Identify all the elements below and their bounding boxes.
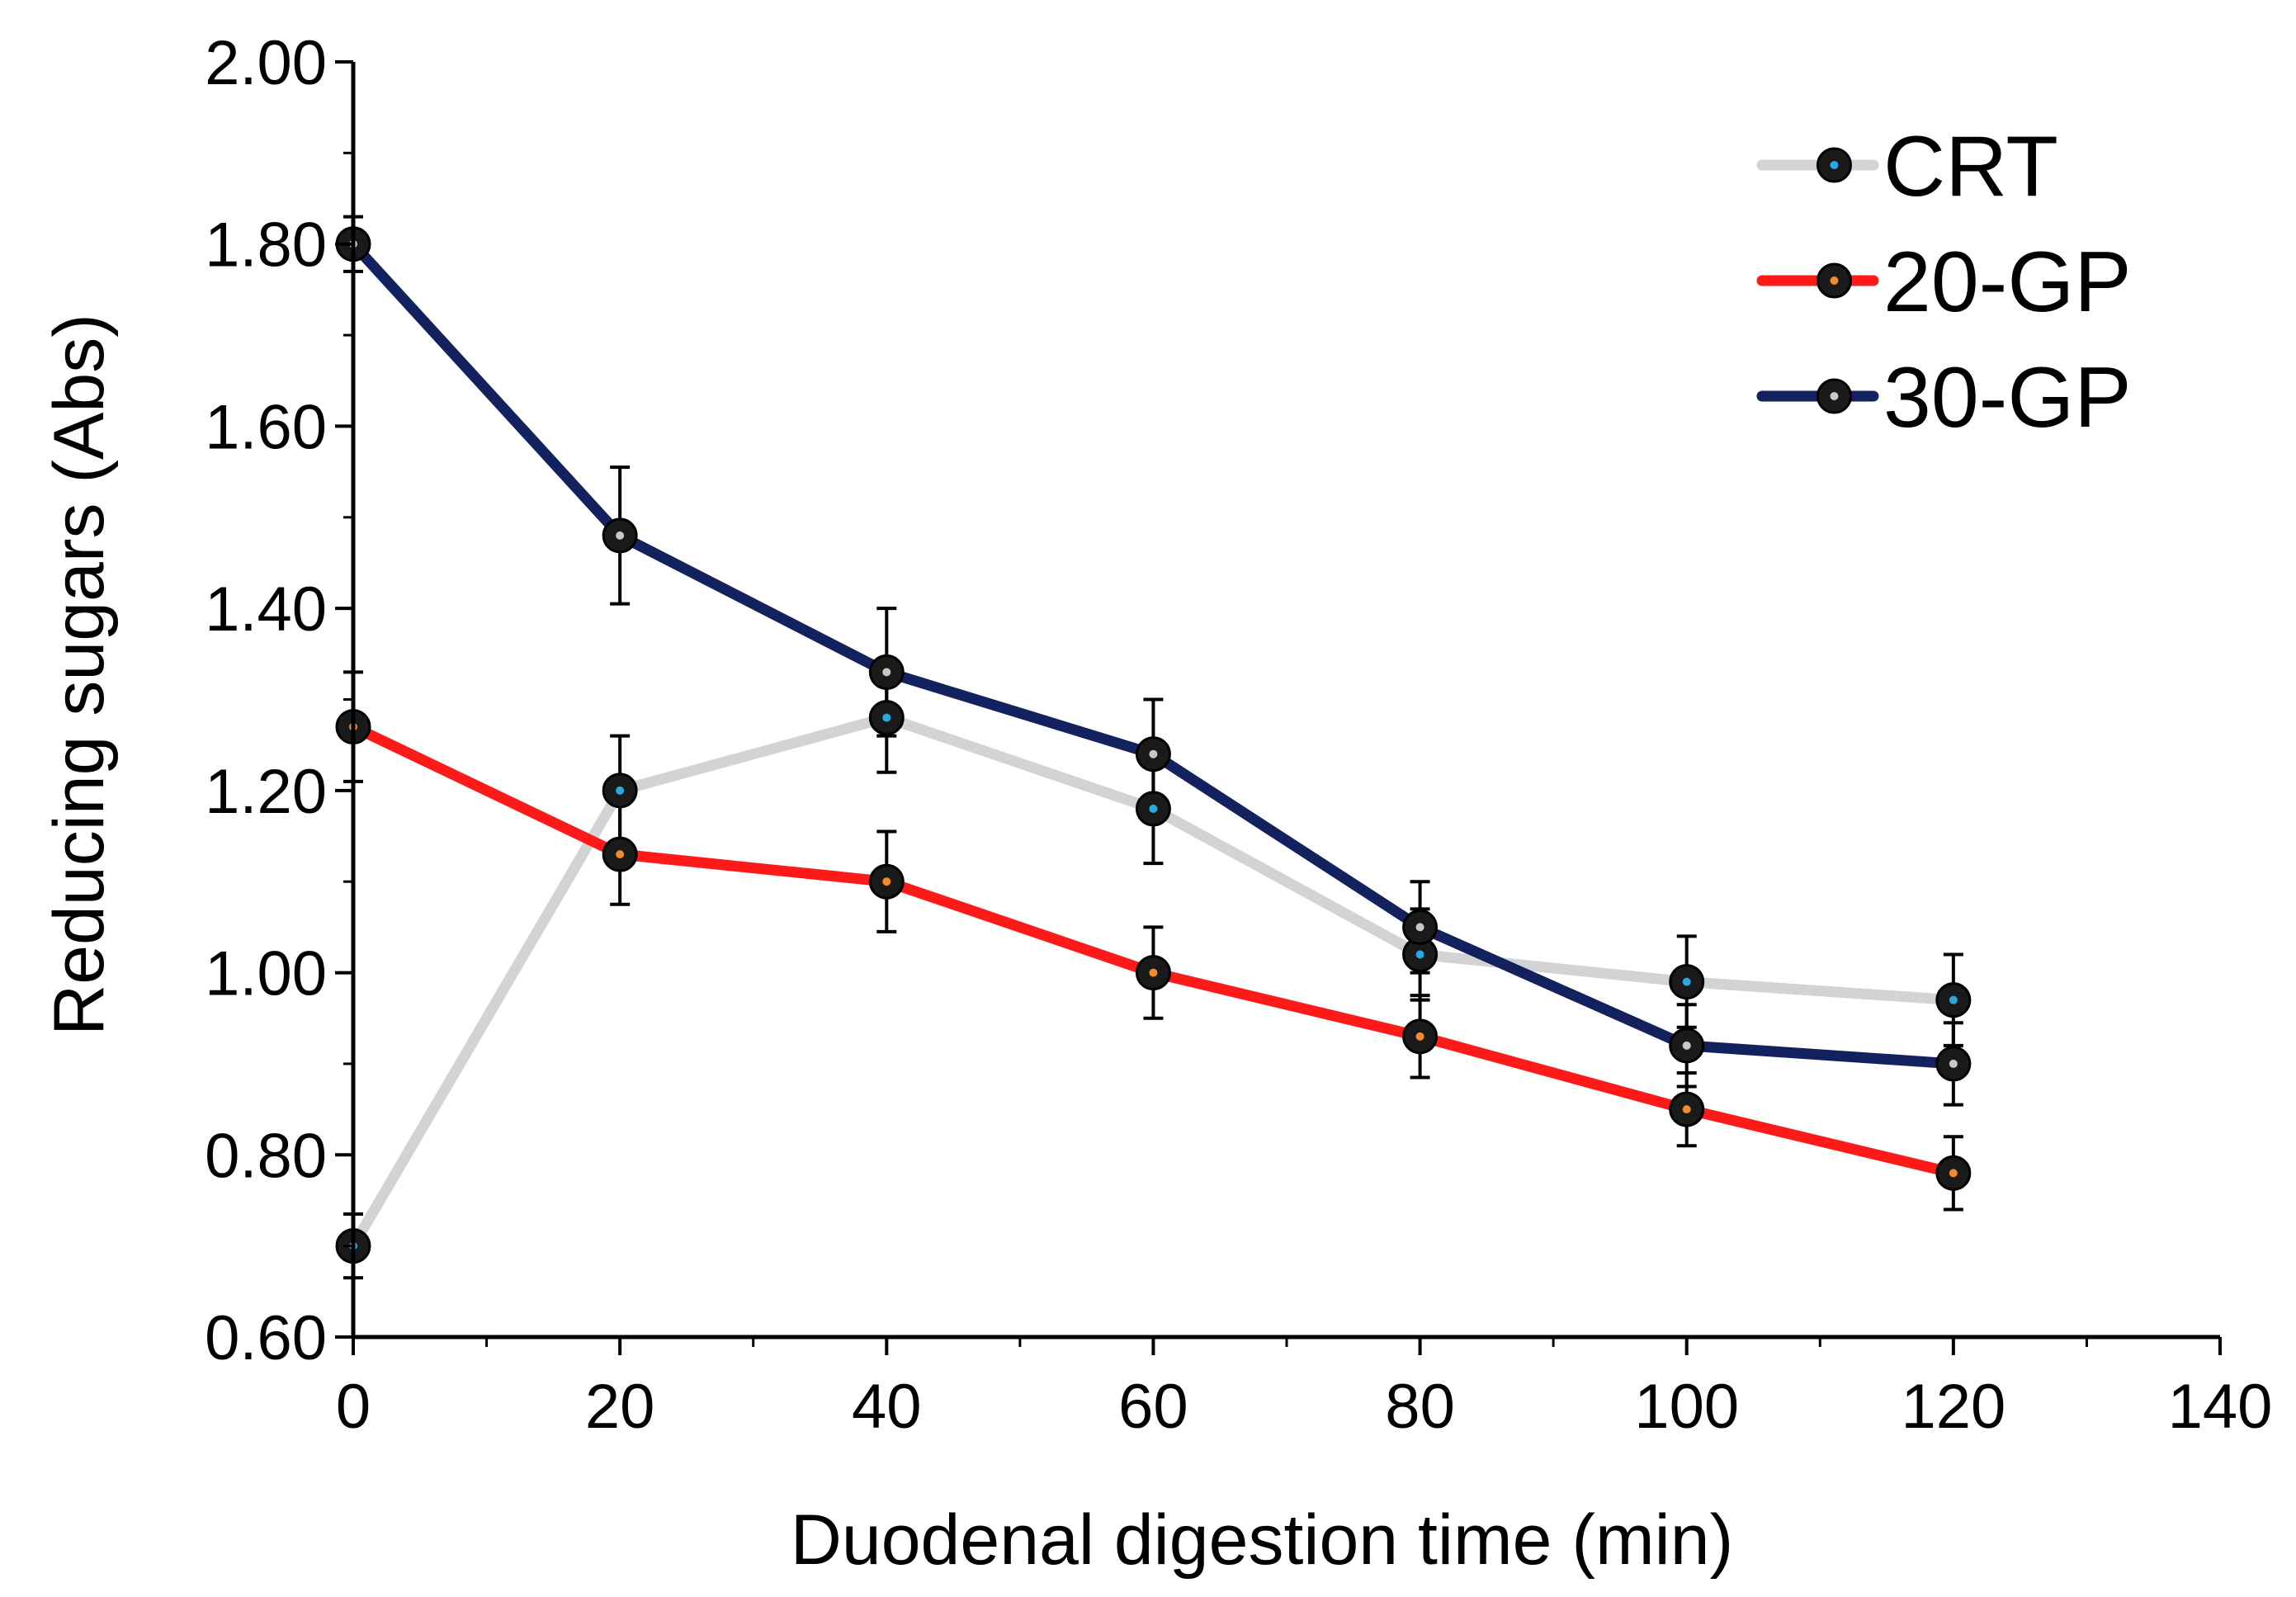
y-tick-label: 1.80	[205, 210, 327, 281]
x-tick-label: 80	[1385, 1372, 1455, 1442]
legend-marker-center-crt	[1830, 161, 1839, 169]
data-point-center-20-gp	[1949, 1169, 1958, 1178]
y-tick-label: 1.60	[205, 392, 327, 462]
x-tick-label: 20	[585, 1372, 655, 1442]
data-point-center-30-gp	[1149, 749, 1158, 758]
series-markers	[335, 226, 1972, 1264]
x-tick-label: 40	[852, 1372, 922, 1442]
data-point-center-30-gp	[1682, 1041, 1691, 1050]
data-point-center-30-gp	[1949, 1059, 1958, 1068]
data-point-center-20-gp	[1682, 1105, 1691, 1114]
data-point-center-crt	[616, 786, 625, 795]
legend-label-crt: CRT	[1883, 119, 2058, 215]
x-tick-label: 0	[336, 1372, 371, 1442]
x-tick-label: 120	[1901, 1372, 2005, 1442]
data-point-center-crt	[1682, 977, 1691, 986]
x-axis-title: Duodenal digestion time (min)	[791, 1500, 1733, 1580]
legend-marker-center-30-gp	[1830, 392, 1839, 400]
y-tick-label: 1.20	[205, 757, 327, 827]
y-tick-label: 0.60	[205, 1303, 327, 1373]
data-point-center-crt	[882, 713, 891, 722]
x-tick-label: 140	[2168, 1372, 2273, 1442]
data-point-center-30-gp	[1415, 923, 1424, 932]
legend: CRT 20-GP 30-GP	[1756, 119, 2132, 446]
y-axis-title: Reducing sugars (Abs)	[40, 314, 119, 1036]
legend-label-30-gp: 30-GP	[1883, 350, 2132, 446]
y-tick-label: 1.40	[205, 574, 327, 645]
data-point-center-20-gp	[1149, 968, 1158, 977]
data-point-center-30-gp	[882, 668, 891, 677]
data-point-center-20-gp	[1415, 1032, 1424, 1041]
data-point-center-crt	[1949, 995, 1958, 1004]
legend-marker-center-20-gp	[1830, 276, 1839, 285]
y-tick-label: 2.00	[205, 28, 327, 98]
data-point-center-20-gp	[616, 850, 625, 859]
x-tick-label: 100	[1634, 1372, 1739, 1442]
x-tick-label: 60	[1118, 1372, 1188, 1442]
axis-titles: Duodenal digestion time (min) Reducing su…	[40, 314, 1733, 1580]
y-tick-label: 1.00	[205, 939, 327, 1009]
data-point-center-crt	[1149, 804, 1158, 813]
y-tick-label: 0.80	[205, 1121, 327, 1191]
data-point-center-crt	[1415, 950, 1424, 959]
tick-labels: 0.60 0.80 1.00 1.20 1.40 1.60 1.80 2.00 0 20 40 60 8…	[205, 28, 2272, 1442]
data-point-center-20-gp	[882, 877, 891, 886]
data-point-center-30-gp	[616, 531, 625, 540]
legend-label-20-gp: 20-GP	[1883, 234, 2132, 330]
axes	[335, 60, 2222, 1355]
